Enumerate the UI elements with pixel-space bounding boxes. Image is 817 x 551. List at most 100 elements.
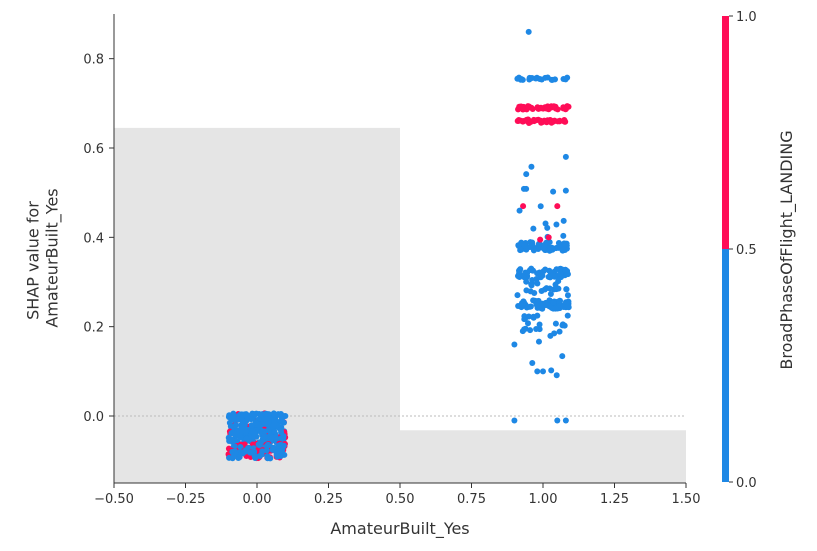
data-point	[535, 338, 542, 345]
data-point	[562, 417, 569, 424]
y-axis-title: SHAP value for AmateurBuilt_Yes	[23, 188, 62, 327]
data-point	[229, 455, 236, 462]
data-point	[537, 104, 544, 111]
data-point	[534, 280, 541, 287]
data-point	[546, 247, 553, 254]
data-point	[278, 452, 285, 459]
data-point	[528, 265, 535, 272]
data-point	[562, 187, 569, 194]
colorbar-title: BroadPhaseOfFlight_LANDING	[777, 130, 797, 369]
data-point	[553, 372, 560, 379]
y-tick-label: 0.8	[83, 53, 104, 68]
data-point	[550, 103, 557, 110]
scatter-points	[225, 28, 572, 462]
data-point	[530, 314, 537, 321]
data-point	[556, 297, 563, 304]
data-point	[540, 245, 547, 252]
data-point	[563, 286, 570, 293]
data-point	[270, 410, 277, 417]
y-axis-ticks: 0.0 0.2 0.4 0.6 0.8	[83, 53, 114, 425]
data-point	[559, 247, 566, 254]
data-point	[527, 243, 534, 250]
data-point	[236, 454, 243, 461]
data-point	[537, 203, 544, 210]
y-tick-label: 0.4	[83, 231, 104, 246]
data-point	[545, 234, 552, 241]
data-point	[546, 285, 553, 292]
data-point	[524, 273, 531, 280]
data-point	[533, 325, 540, 332]
data-point	[533, 275, 540, 282]
data-point	[527, 327, 534, 334]
data-point	[528, 282, 535, 289]
data-point	[549, 76, 556, 83]
data-point	[560, 217, 567, 224]
data-point	[546, 239, 553, 246]
y-tick-label: 0.0	[83, 410, 104, 425]
data-point	[263, 447, 270, 454]
data-point	[271, 420, 278, 427]
x-tick-label: 0.50	[386, 492, 415, 507]
data-point	[560, 232, 567, 239]
data-point	[273, 449, 280, 456]
y-tick-label: 0.2	[83, 321, 104, 336]
y-axis-title-line-1: SHAP value for	[23, 201, 42, 320]
data-point	[530, 225, 537, 232]
data-point	[555, 239, 562, 246]
data-point	[560, 117, 567, 124]
data-point	[525, 103, 532, 110]
data-point	[556, 328, 563, 335]
data-point	[550, 188, 557, 195]
data-point	[264, 442, 271, 449]
data-point	[511, 341, 518, 348]
data-point	[534, 270, 541, 277]
histogram-bin-1	[400, 430, 686, 483]
data-point	[565, 298, 572, 305]
data-point	[264, 455, 271, 462]
data-point	[251, 448, 258, 455]
data-point	[559, 353, 566, 360]
data-point	[532, 298, 539, 305]
data-point	[520, 185, 527, 192]
data-point	[540, 368, 546, 375]
data-point	[562, 106, 569, 113]
data-point	[255, 441, 262, 448]
x-tick-label: 0.75	[457, 492, 486, 507]
data-point	[229, 437, 236, 444]
data-point	[517, 76, 524, 83]
colorbar-tick-label: 0.5	[736, 243, 757, 258]
data-point	[564, 292, 571, 299]
colorbar-tick-label: 1.0	[736, 10, 757, 25]
data-point	[275, 442, 282, 449]
data-point	[261, 428, 268, 435]
data-point	[519, 106, 526, 113]
data-point	[560, 75, 567, 82]
data-point	[255, 421, 262, 428]
data-point	[532, 75, 539, 82]
data-point	[519, 301, 526, 308]
data-point	[554, 417, 561, 424]
data-point	[518, 246, 525, 253]
data-point	[551, 330, 558, 337]
data-point	[243, 435, 250, 442]
data-point	[546, 273, 553, 280]
data-point	[546, 303, 553, 310]
data-point	[550, 299, 557, 306]
x-tick-label: −0.25	[166, 492, 206, 507]
data-point	[534, 368, 541, 375]
data-point	[514, 292, 521, 299]
x-tick-label: 1.00	[529, 492, 558, 507]
data-point	[537, 236, 544, 243]
histogram-background	[114, 127, 686, 484]
data-point	[529, 360, 536, 367]
data-point	[249, 428, 256, 435]
y-axis-title-line-2: AmateurBuilt_Yes	[43, 188, 63, 327]
x-tick-label: 1.50	[672, 492, 701, 507]
data-point	[231, 430, 238, 437]
y-tick-label: 0.6	[83, 142, 104, 157]
data-point	[548, 367, 555, 374]
x-axis-title: AmateurBuilt_Yes	[330, 519, 469, 539]
data-point	[258, 451, 265, 458]
data-point	[280, 419, 287, 426]
data-point	[553, 286, 560, 293]
